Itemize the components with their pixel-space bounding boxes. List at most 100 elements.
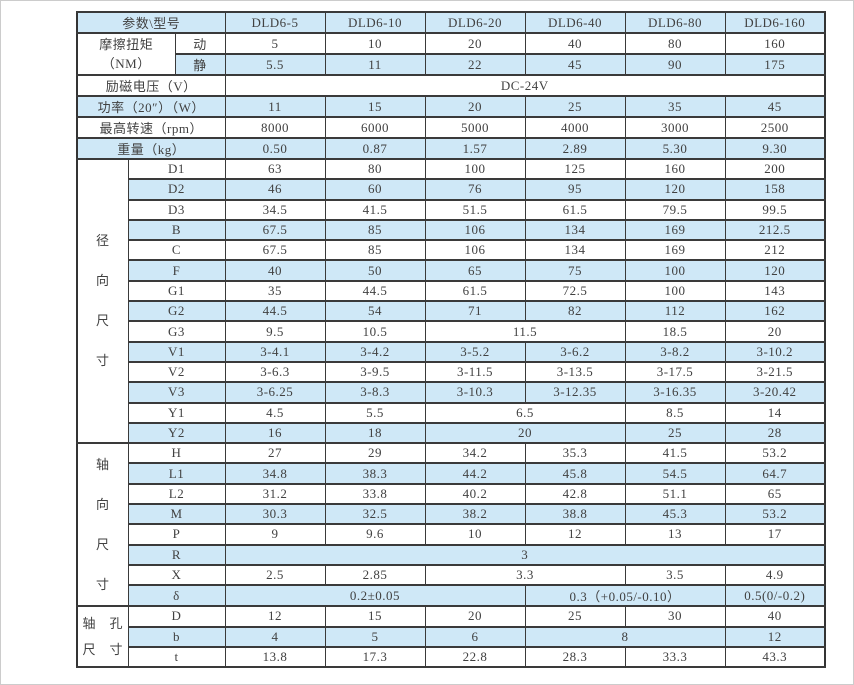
value-cell: 158 bbox=[724, 178, 826, 201]
value-cell: 71 bbox=[424, 300, 526, 323]
value-cell: 80 bbox=[624, 32, 726, 55]
value-cell: 25 bbox=[524, 605, 626, 628]
value-cell: 50 bbox=[324, 259, 426, 282]
value-cell: 16 bbox=[224, 421, 326, 445]
voltage-value-cell: DC-24V bbox=[224, 74, 826, 97]
value-cell: 41.5 bbox=[324, 198, 426, 221]
value-cell: 3-8.3 bbox=[324, 381, 426, 404]
value-cell: 38.8 bbox=[524, 503, 626, 526]
dim-name-cell: V1 bbox=[127, 340, 226, 363]
table-row: V3 3-6.25 3-8.3 3-10.3 3-12.35 3-16.35 3-20.42 bbox=[77, 381, 826, 404]
value-cell: 3-6.3 bbox=[224, 360, 326, 384]
value-cell: 3-6.25 bbox=[224, 381, 326, 404]
value-cell: 60 bbox=[324, 178, 426, 201]
value-cell: 3.3 bbox=[424, 563, 626, 587]
value-cell: 38.2 bbox=[424, 503, 526, 526]
value-cell: 3-4.2 bbox=[324, 340, 426, 363]
value-cell: 3000 bbox=[624, 116, 726, 139]
table-row: 励磁电压（V） DC-24V bbox=[76, 74, 826, 97]
table-row: 最高转速（rpm） 8000 6000 5000 4000 3000 2500 bbox=[76, 116, 826, 139]
value-cell: 30.3 bbox=[224, 503, 326, 526]
value-cell: 65 bbox=[424, 259, 526, 282]
value-cell: 134 bbox=[524, 218, 626, 242]
value-cell: 12 bbox=[224, 605, 326, 628]
value-cell: 75 bbox=[524, 259, 626, 282]
table-row: C 67.5 85 106 134 169 212 bbox=[77, 239, 826, 262]
value-cell: 160 bbox=[624, 157, 726, 181]
value-cell: 106 bbox=[424, 239, 526, 262]
value-cell: 15 bbox=[324, 605, 426, 628]
table-row: L1 34.8 38.3 44.2 45.8 54.5 64.7 bbox=[77, 462, 826, 485]
value-cell: 35 bbox=[624, 95, 726, 118]
value-cell: 31.2 bbox=[224, 482, 326, 506]
value-cell: 34.2 bbox=[424, 442, 526, 465]
value-cell: 40 bbox=[224, 259, 326, 282]
value-cell: 9.30 bbox=[724, 137, 826, 160]
value-cell: 61.5 bbox=[424, 279, 526, 303]
value-cell: 42.8 bbox=[524, 482, 626, 506]
table-row: L2 31.2 33.8 40.2 42.8 51.1 65 bbox=[77, 482, 826, 506]
value-cell: 63 bbox=[224, 157, 326, 181]
value-cell: 3-11.5 bbox=[424, 360, 526, 384]
value-cell: 3-6.2 bbox=[524, 340, 626, 363]
dim-name-cell: D2 bbox=[127, 178, 226, 201]
table-row: 径 向 尺 寸 D1 63 80 100 125 160 200 bbox=[76, 157, 826, 445]
value-cell: 2500 bbox=[724, 116, 826, 139]
value-cell: 3-8.2 bbox=[624, 340, 726, 363]
value-cell: 4 bbox=[224, 625, 326, 648]
value-cell: 11 bbox=[324, 53, 426, 76]
dim-name-cell: H bbox=[127, 442, 226, 465]
value-cell: 33.8 bbox=[324, 482, 426, 506]
excitation-voltage-label-cell: 励磁电压（V） bbox=[76, 74, 226, 97]
value-cell: 6.5 bbox=[424, 401, 626, 424]
value-cell: 32.5 bbox=[324, 503, 426, 526]
value-cell: 17 bbox=[724, 523, 826, 546]
table-row: P 9 9.6 10 12 13 17 bbox=[77, 523, 826, 546]
value-cell: 34.8 bbox=[224, 462, 326, 485]
value-cell: 46 bbox=[224, 178, 326, 201]
value-cell: 44.5 bbox=[324, 279, 426, 303]
value-cell: 120 bbox=[724, 259, 826, 282]
value-cell: 25 bbox=[624, 421, 726, 445]
value-cell: 22.8 bbox=[424, 645, 526, 669]
value-cell: 27 bbox=[224, 442, 326, 465]
table-row: G2 44.5 54 71 82 112 162 bbox=[77, 300, 826, 323]
value-cell: 28.3 bbox=[524, 645, 626, 669]
value-cell: 18 bbox=[324, 421, 426, 445]
dim-name-cell: R bbox=[127, 543, 226, 566]
table-row: V2 3-6.3 3-9.5 3-11.5 3-13.5 3-17.5 3-21.5 bbox=[77, 360, 826, 384]
value-cell: 54 bbox=[324, 300, 426, 323]
value-cell: 99.5 bbox=[724, 198, 826, 221]
value-cell: 100 bbox=[624, 259, 726, 282]
axial-dimensions-label-cell: 轴 向 尺 寸 bbox=[76, 442, 129, 608]
value-cell: 3-17.5 bbox=[624, 360, 726, 384]
value-cell: 212 bbox=[724, 239, 826, 262]
value-cell: 10 bbox=[424, 523, 526, 546]
dim-name-cell: L2 bbox=[127, 482, 226, 506]
value-cell: 72.5 bbox=[524, 279, 626, 303]
value-cell: 79.5 bbox=[624, 198, 726, 221]
value-cell: 2.89 bbox=[524, 137, 626, 160]
table-row: 功率（20″）（W） 11 15 20 25 35 45 bbox=[76, 95, 826, 118]
dim-name-cell: F bbox=[127, 259, 226, 282]
value-cell: 40 bbox=[524, 32, 626, 55]
value-cell: 82 bbox=[524, 300, 626, 323]
dim-name-cell: Y1 bbox=[127, 401, 226, 424]
value-cell: 8 bbox=[524, 625, 726, 648]
value-cell: 45 bbox=[724, 95, 826, 118]
table-row: 轴 向 尺 寸 H 27 29 34.2 35.3 41.5 53.2 bbox=[76, 442, 826, 608]
value-cell: 25 bbox=[524, 95, 626, 118]
model-header-cell: DLD6-160 bbox=[724, 11, 826, 34]
value-cell: 35.3 bbox=[524, 442, 626, 465]
value-cell: 41.5 bbox=[624, 442, 726, 465]
value-cell: 3-20.42 bbox=[724, 381, 826, 404]
value-cell: 54.5 bbox=[624, 462, 726, 485]
value-cell: 3-10.3 bbox=[424, 381, 526, 404]
dim-name-cell: V2 bbox=[127, 360, 226, 384]
model-header-cell: DLD6-10 bbox=[324, 11, 426, 34]
value-cell: 0.3（+0.05/-0.10） bbox=[524, 584, 726, 608]
value-cell: 29 bbox=[324, 442, 426, 465]
value-cell: 80 bbox=[324, 157, 426, 181]
value-cell: 45 bbox=[524, 53, 626, 76]
radial-dimensions-label-cell: 径 向 尺 寸 bbox=[76, 157, 129, 445]
